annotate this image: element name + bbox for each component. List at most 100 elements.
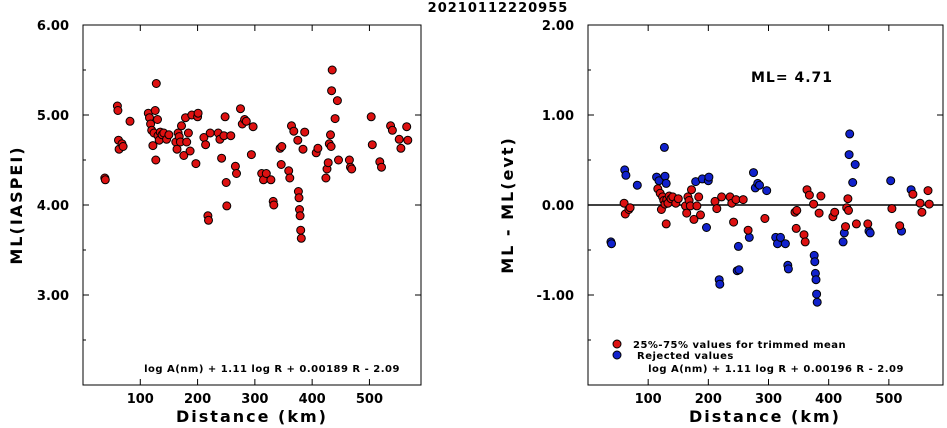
data-point [276, 160, 286, 169]
data-point [185, 146, 195, 156]
data-point [153, 115, 162, 124]
trimmed-point [689, 214, 699, 224]
data-point [100, 175, 110, 185]
trimmed-point [791, 223, 801, 233]
data-point [266, 175, 276, 185]
left-panel: 100 200 300 400 500 3.00 4.00 5.00 6.00 ML(IASPE… [7, 19, 422, 426]
rejected-point [749, 168, 758, 178]
data-point [193, 108, 203, 118]
trimmed-point [682, 208, 692, 218]
trimmed-point [760, 214, 770, 223]
x-tick-label: 300 [755, 392, 782, 407]
data-point [248, 122, 258, 132]
rejected-point [755, 180, 764, 190]
data-point [118, 142, 128, 151]
trimmed-point [619, 198, 629, 208]
data-point [332, 96, 342, 106]
y-tick-label: -1.00 [537, 289, 574, 304]
rejected-point [715, 279, 725, 289]
data-point [183, 128, 193, 138]
data-point [230, 161, 240, 171]
trimmed-point [917, 207, 927, 217]
trimmed-point [743, 225, 753, 235]
data-point [261, 169, 271, 178]
data-point [293, 135, 303, 145]
left-axis-ticks: 100 200 300 400 500 3.00 4.00 5.00 6.00 [37, 19, 421, 407]
trimmed-point [692, 201, 702, 211]
data-point [367, 140, 377, 150]
trimmed-point [799, 230, 809, 240]
data-point [226, 131, 236, 141]
rejected-point [865, 228, 875, 238]
rejected-point [812, 289, 822, 299]
y-tick-label: 3.00 [37, 289, 69, 304]
data-point [151, 155, 161, 165]
y-tick-label: 1.00 [542, 109, 574, 124]
data-point [220, 112, 230, 122]
data-point [347, 164, 357, 174]
data-point [402, 122, 412, 132]
data-point [313, 143, 323, 153]
trimmed-point [915, 198, 925, 208]
data-point [323, 158, 333, 168]
rejected-point [660, 171, 670, 181]
data-point [284, 166, 294, 176]
left-data-points [100, 65, 413, 243]
data-point [232, 169, 241, 178]
left-x-axis-label: Distance (km) [176, 407, 328, 426]
data-point [205, 128, 215, 138]
data-point [236, 104, 245, 114]
right-panel: 100 200 300 400 500 -1.00 0.00 1.00 2.00 ML - ML… [498, 19, 944, 426]
trimmed-point [924, 199, 934, 209]
data-point [327, 65, 337, 75]
trimmed-point [830, 207, 840, 217]
chart-title: 20210112220955 [428, 1, 569, 16]
y-tick-label: 2.00 [542, 19, 574, 34]
legend-label-trimmed: 25%-75% values for trimmed mean [633, 340, 846, 351]
trimmed-point [863, 219, 873, 229]
rejected-point [845, 129, 855, 139]
data-point [296, 233, 306, 243]
data-point [295, 211, 305, 221]
data-point [204, 215, 213, 225]
trimmed-point [673, 194, 683, 204]
legend-marker-rejected [612, 350, 622, 360]
trimmed-point [923, 186, 933, 196]
data-point [150, 106, 160, 115]
trimmed-point [841, 222, 850, 232]
trimmed-point [844, 205, 853, 215]
y-tick-label: 5.00 [37, 109, 69, 124]
y-tick-label: 4.00 [37, 199, 69, 214]
trimmed-point [687, 185, 696, 195]
data-point [334, 155, 343, 165]
trimmed-point [712, 204, 722, 214]
rejected-point [810, 257, 820, 267]
right-data-points [606, 129, 934, 307]
rejected-point [838, 237, 848, 247]
data-point [344, 155, 354, 165]
trimmed-point [738, 195, 748, 205]
data-point [296, 225, 306, 235]
data-point [330, 114, 340, 124]
left-formula: log A(nm) + 1.11 log R + 0.00189 R - 2.0… [144, 364, 400, 375]
data-point [221, 178, 231, 187]
left-y-axis-label: ML(IASPEI) [7, 145, 26, 264]
legend-marker-trimmed [612, 339, 622, 349]
rejected-point [812, 297, 822, 307]
rejected-point [776, 232, 785, 242]
x-tick-label: 500 [356, 392, 383, 407]
data-point [125, 116, 135, 126]
trimmed-point [851, 219, 861, 229]
rejected-point [783, 264, 793, 274]
rejected-point [704, 172, 714, 182]
y-tick-label: 6.00 [37, 19, 69, 34]
data-point [269, 200, 279, 210]
data-point [113, 106, 123, 115]
right-y-axis-label: ML - ML(evt) [498, 136, 517, 274]
rejected-point [744, 232, 754, 242]
data-point [321, 173, 331, 183]
data-point [151, 79, 161, 88]
rejected-point [848, 178, 858, 187]
data-point [148, 141, 158, 151]
